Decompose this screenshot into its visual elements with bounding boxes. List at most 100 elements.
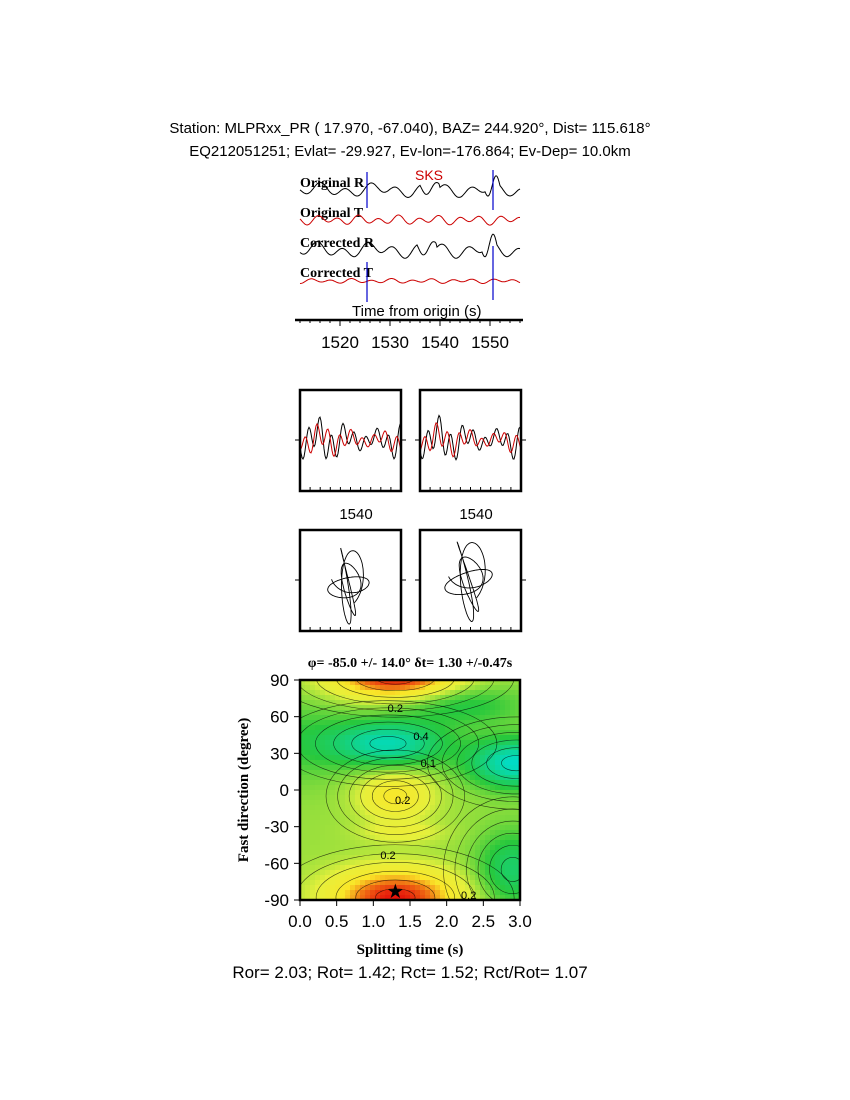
heat-cell bbox=[510, 815, 516, 821]
heat-cell bbox=[300, 880, 306, 886]
heat-cell bbox=[360, 780, 366, 786]
heat-cell bbox=[320, 875, 326, 881]
heat-cell bbox=[425, 810, 431, 816]
heat-cell bbox=[320, 735, 326, 741]
heat-cell bbox=[340, 705, 346, 711]
heat-cell bbox=[495, 700, 501, 706]
heat-cell bbox=[490, 700, 496, 706]
heat-cell bbox=[465, 760, 471, 766]
heat-cell bbox=[330, 745, 336, 751]
heat-cell bbox=[380, 805, 386, 811]
heat-cell bbox=[395, 810, 401, 816]
heat-cell bbox=[320, 730, 326, 736]
heat-cell bbox=[405, 765, 411, 771]
heat-cell bbox=[440, 805, 446, 811]
heat-cell bbox=[355, 750, 361, 756]
heat-cell bbox=[345, 685, 351, 691]
heat-cell bbox=[445, 770, 451, 776]
heat-cell bbox=[450, 855, 456, 861]
heat-cell bbox=[365, 730, 371, 736]
heat-cell bbox=[395, 690, 401, 696]
heat-cell bbox=[420, 760, 426, 766]
heat-cell bbox=[360, 735, 366, 741]
heat-cell bbox=[315, 825, 321, 831]
heat-cell bbox=[305, 890, 311, 896]
heat-cell bbox=[345, 735, 351, 741]
heat-cell bbox=[330, 880, 336, 886]
heat-cell bbox=[390, 775, 396, 781]
heat-cell bbox=[320, 695, 326, 701]
heat-cell bbox=[445, 800, 451, 806]
heat-cell bbox=[510, 860, 516, 866]
heat-cell bbox=[440, 795, 446, 801]
heat-cell bbox=[370, 750, 376, 756]
heat-cell bbox=[400, 785, 406, 791]
heat-cell bbox=[330, 750, 336, 756]
heat-cell bbox=[330, 800, 336, 806]
heat-cell bbox=[335, 715, 341, 721]
heat-cell bbox=[460, 855, 466, 861]
heat-cell bbox=[370, 800, 376, 806]
heat-cell bbox=[300, 870, 306, 876]
heat-cell bbox=[330, 830, 336, 836]
heat-cell bbox=[310, 760, 316, 766]
heat-cell bbox=[395, 700, 401, 706]
heat-cell bbox=[375, 840, 381, 846]
heat-cell bbox=[455, 895, 461, 900]
heat-cell bbox=[345, 805, 351, 811]
heat-cell bbox=[340, 845, 346, 851]
heat-cell bbox=[440, 825, 446, 831]
heat-cell bbox=[320, 855, 326, 861]
heat-cell bbox=[325, 685, 331, 691]
heat-cell bbox=[330, 895, 336, 900]
heat-cell bbox=[455, 695, 461, 701]
heat-cell bbox=[470, 875, 476, 881]
heat-cell bbox=[485, 760, 491, 766]
heat-cell bbox=[515, 695, 520, 701]
heat-cell bbox=[300, 840, 306, 846]
heat-cell bbox=[505, 870, 511, 876]
heat-cell bbox=[315, 810, 321, 816]
heat-cell bbox=[475, 680, 481, 686]
heat-cell bbox=[410, 705, 416, 711]
heat-cell bbox=[335, 865, 341, 871]
heat-cell bbox=[410, 710, 416, 716]
heat-cell bbox=[470, 760, 476, 766]
heat-cell bbox=[375, 880, 381, 886]
heat-cell bbox=[465, 750, 471, 756]
heat-cell bbox=[415, 835, 421, 841]
heat-cell bbox=[365, 805, 371, 811]
heat-cell bbox=[350, 795, 356, 801]
heat-cell bbox=[465, 785, 471, 791]
heat-cell bbox=[395, 825, 401, 831]
heat-cell bbox=[325, 875, 331, 881]
heat-cell bbox=[320, 895, 326, 900]
contour-line bbox=[355, 879, 436, 900]
heat-cell bbox=[450, 825, 456, 831]
heat-cell bbox=[480, 730, 486, 736]
heat-cell bbox=[355, 785, 361, 791]
heat-cell bbox=[415, 810, 421, 816]
heat-cell bbox=[470, 800, 476, 806]
heat-cell bbox=[370, 725, 376, 731]
heat-cell bbox=[435, 715, 441, 721]
heat-cell bbox=[410, 805, 416, 811]
heat-cell bbox=[385, 730, 391, 736]
heat-cell bbox=[335, 730, 341, 736]
heat-cell bbox=[485, 795, 491, 801]
heat-cell bbox=[510, 895, 516, 900]
heat-cell bbox=[455, 830, 461, 836]
heat-cell bbox=[490, 680, 496, 686]
heat-cell bbox=[500, 680, 506, 686]
heat-cell bbox=[480, 855, 486, 861]
heat-cell bbox=[405, 790, 411, 796]
heat-cell bbox=[435, 780, 441, 786]
heat-cell bbox=[360, 730, 366, 736]
heat-cell bbox=[390, 790, 396, 796]
heat-cell bbox=[495, 840, 501, 846]
heat-cell bbox=[315, 690, 321, 696]
heat-cell bbox=[470, 770, 476, 776]
heat-cell bbox=[420, 735, 426, 741]
heat-cell bbox=[340, 740, 346, 746]
contour-line bbox=[336, 680, 455, 698]
